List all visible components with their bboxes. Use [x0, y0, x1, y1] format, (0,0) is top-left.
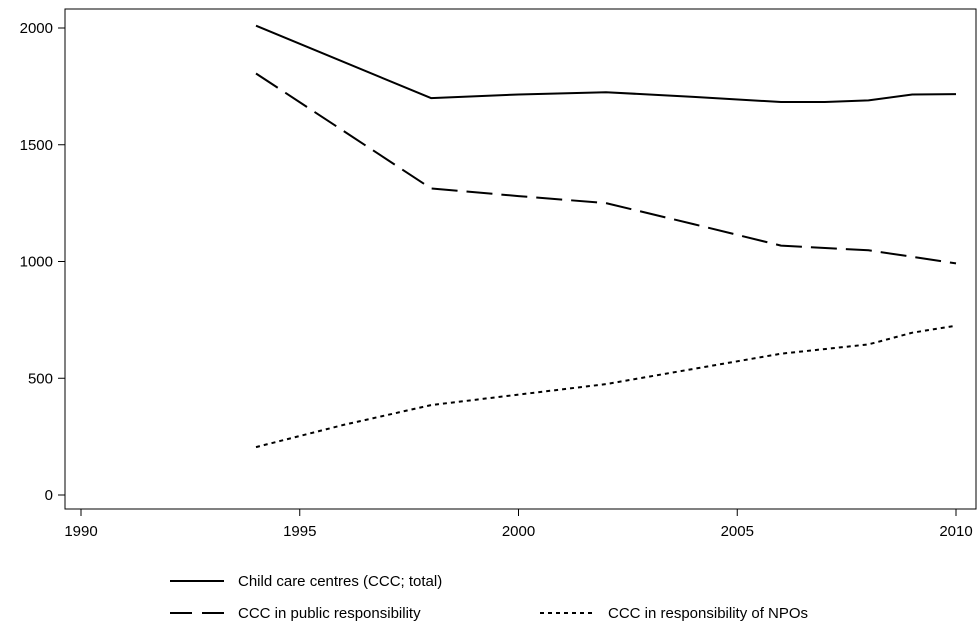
- series-layer: [255, 24, 957, 449]
- y-tick-label-1000: 1000: [20, 254, 53, 271]
- x-tick-label-2000: 2000: [502, 523, 535, 540]
- y-tick-label-2000: 2000: [20, 20, 53, 37]
- y-tick-label-1500: 1500: [20, 137, 53, 154]
- legend: Child care centres (CCC; total) CCC in pu…: [170, 573, 808, 622]
- series-line-1: [255, 72, 957, 265]
- plot-frame: [64, 8, 977, 510]
- axis-ticks: 1990 1995 2000 2005 2010 0 500 1000 1500 2000: [20, 20, 973, 540]
- series-line-2: [255, 324, 957, 449]
- y-tick-label-500: 500: [28, 370, 53, 387]
- x-tick-label-1995: 1995: [283, 523, 316, 540]
- x-tick-label-2005: 2005: [721, 523, 754, 540]
- x-tick-label-1990: 1990: [64, 523, 97, 540]
- x-tick-label-2010: 2010: [939, 523, 972, 540]
- legend-label-0: Child care centres (CCC; total): [238, 573, 442, 590]
- series-line-0: [255, 24, 957, 103]
- legend-label-2: CCC in responsibility of NPOs: [608, 605, 808, 622]
- legend-label-1: CCC in public responsibility: [238, 605, 421, 622]
- y-tick-label-0: 0: [45, 487, 53, 504]
